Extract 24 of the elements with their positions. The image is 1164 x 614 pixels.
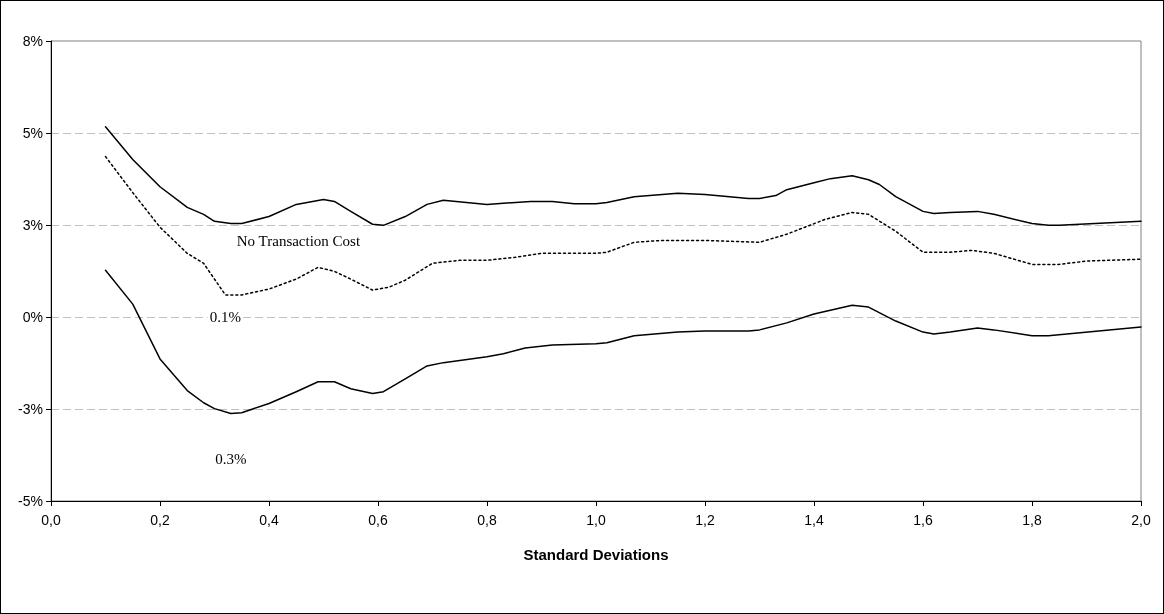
x-tick-label: 0,8	[477, 512, 497, 528]
y-tick-label: 8%	[22, 33, 43, 49]
x-axis-title: Standard Deviations	[523, 546, 669, 563]
series-label: No Transaction Cost	[236, 233, 361, 250]
y-tick-label: 0%	[22, 309, 43, 325]
series-label: 0.1%	[209, 308, 242, 325]
y-tick-label: 3%	[22, 217, 43, 233]
x-tick-label: 1,4	[804, 512, 824, 528]
x-tick-label: 1,8	[1022, 512, 1042, 528]
text: 0.3%	[215, 451, 247, 468]
y-tick-label: 5%	[22, 125, 43, 141]
x-tick-label: 0,2	[150, 512, 170, 528]
x-tick-label: 0,0	[41, 512, 61, 528]
y-tick-label: -5%	[18, 493, 43, 509]
x-tick-label: 2,0	[1131, 512, 1151, 528]
x-tick-label: 1,2	[695, 512, 715, 528]
x-tick-label: 0,6	[368, 512, 388, 528]
line-series	[104, 125, 1142, 227]
x-tick-label: 1,0	[586, 512, 606, 528]
line-series	[104, 269, 1142, 415]
line-series	[104, 155, 1142, 296]
x-tick-label: 0,4	[259, 512, 279, 528]
y-tick-label: -3%	[18, 401, 43, 417]
x-tick-label: 1,6	[913, 512, 933, 528]
